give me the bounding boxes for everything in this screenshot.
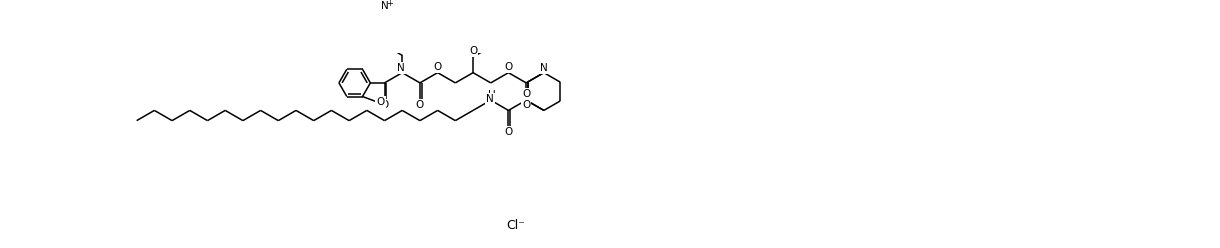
Text: O: O xyxy=(468,46,477,57)
Text: O: O xyxy=(522,100,531,110)
Text: Cl⁻: Cl⁻ xyxy=(506,219,525,232)
Text: N: N xyxy=(396,63,405,73)
Text: N: N xyxy=(381,1,388,11)
Text: N: N xyxy=(540,63,548,73)
Text: O: O xyxy=(522,89,531,99)
Text: +: + xyxy=(387,0,394,8)
Text: O: O xyxy=(377,97,384,107)
Text: O: O xyxy=(504,127,512,137)
Text: N: N xyxy=(486,94,494,104)
Text: H: H xyxy=(488,90,497,100)
Text: O: O xyxy=(381,100,389,110)
Text: O: O xyxy=(504,62,512,72)
Text: O: O xyxy=(416,100,425,110)
Text: O: O xyxy=(433,62,442,72)
